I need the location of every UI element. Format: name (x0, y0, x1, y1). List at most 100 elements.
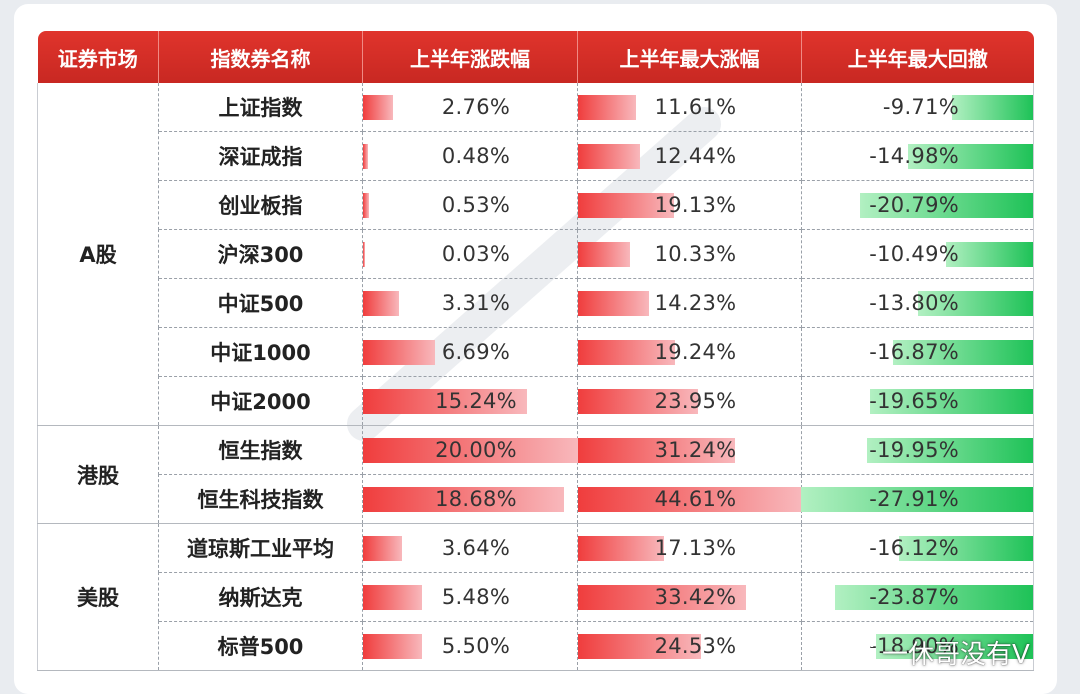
max-drawdown-bar (860, 193, 1033, 218)
max-gain-value: 23.95% (654, 389, 737, 413)
max-gain-value: 24.53% (654, 634, 737, 658)
change-bar (363, 340, 435, 365)
max-drawdown-bar (918, 291, 1033, 316)
max-drawdown-cell: -10.49% (801, 229, 1034, 279)
max-drawdown-value: -27.91% (869, 487, 959, 511)
max-drawdown-value: -14.98% (869, 144, 959, 168)
max-drawdown-cell: -16.87% (801, 327, 1034, 377)
change-value: 18.68% (435, 487, 517, 511)
weibo-handle: 一休哥没有V (882, 639, 1030, 670)
max-gain-value: 31.24% (654, 438, 737, 462)
change-bar (363, 487, 564, 512)
header-change: 上半年涨跌幅 (362, 31, 578, 83)
max-gain-bar (578, 193, 674, 218)
index-name-cell: 标普500 (158, 621, 363, 671)
change-cell: 18.68% (362, 474, 578, 524)
max-gain-bar (578, 389, 698, 414)
max-gain-cell: 33.42% (577, 572, 802, 622)
table-row: 中证500 3.31% 14.23% -13.80% (38, 278, 1034, 328)
change-bar (363, 144, 368, 169)
max-drawdown-cell: -16.12% (801, 523, 1034, 573)
header-max-gain: 上半年最大涨幅 (577, 31, 802, 83)
table-row: 创业板指 0.53% 19.13% -20.79% (38, 180, 1034, 230)
max-gain-cell: 24.53% (577, 621, 802, 671)
max-drawdown-cell: -19.95% (801, 425, 1034, 475)
max-drawdown-bar (899, 536, 1033, 561)
index-name-cell: 恒生指数 (158, 425, 363, 475)
table-row: 深证成指 0.48% 12.44% -14.98% (38, 131, 1034, 181)
change-bar (363, 634, 422, 659)
max-drawdown-bar (893, 340, 1033, 365)
change-value: 3.64% (441, 536, 511, 560)
max-gain-value: 19.24% (654, 340, 737, 364)
change-value: 15.24% (435, 389, 517, 413)
max-gain-bar (578, 340, 675, 365)
max-gain-bar (578, 95, 636, 120)
max-drawdown-value: -23.87% (869, 585, 959, 609)
change-value: 2.76% (441, 95, 511, 119)
table-row: 沪深300 0.03% 10.33% -10.49% (38, 229, 1034, 279)
table-row: 恒生科技指数 18.68% 44.61% -27.91% (38, 474, 1034, 524)
max-gain-bar (578, 487, 802, 512)
max-drawdown-cell: -20.79% (801, 180, 1034, 230)
change-bar (363, 438, 578, 463)
change-cell: 5.50% (362, 621, 578, 671)
max-gain-cell: 14.23% (577, 278, 802, 328)
max-gain-value: 19.13% (654, 193, 737, 217)
max-drawdown-value: -20.79% (869, 193, 959, 217)
table-row: 港股 恒生指数 20.00% 31.24% -19.95% (37, 425, 1034, 524)
table-row: 标普500 5.50% 24.53% -18.90% (38, 621, 1034, 671)
table-row: 美股 道琼斯工业平均 3.64% 17.13% -16.12% (37, 523, 1034, 671)
max-gain-bar (578, 438, 735, 463)
header-index-name: 指数券名称 (158, 31, 363, 83)
max-gain-cell: 19.24% (577, 327, 802, 377)
index-name-cell: 创业板指 (158, 180, 363, 230)
max-gain-cell: 11.61% (577, 83, 802, 132)
index-name-cell: 纳斯达克 (158, 572, 363, 622)
weibo-icon (840, 634, 876, 671)
table-row: 中证1000 6.69% 19.24% -16.87% (38, 327, 1034, 377)
change-cell: 5.48% (362, 572, 578, 622)
max-drawdown-cell: -19.65% (801, 376, 1034, 426)
index-name-cell: 中证500 (158, 278, 363, 328)
header-row: 证券市场 指数券名称 上半年涨跌幅 上半年最大涨幅 上半年最大回撤 (37, 31, 1034, 83)
max-gain-value: 10.33% (654, 242, 737, 266)
change-value: 0.48% (441, 144, 511, 168)
change-bar (363, 95, 393, 120)
max-drawdown-cell: -14.98% (801, 131, 1034, 181)
change-value: 0.53% (441, 193, 511, 217)
max-drawdown-value: -19.65% (869, 389, 959, 413)
change-bar (363, 242, 365, 267)
max-gain-cell: 19.13% (577, 180, 802, 230)
change-cell: 0.53% (362, 180, 578, 230)
max-gain-bar (578, 144, 640, 169)
change-value: 0.03% (441, 242, 511, 266)
max-drawdown-bar (801, 487, 1033, 512)
max-gain-value: 12.44% (654, 144, 737, 168)
max-gain-bar (578, 634, 701, 659)
max-drawdown-value: -19.95% (869, 438, 959, 462)
max-gain-value: 44.61% (654, 487, 737, 511)
change-cell: 2.76% (362, 83, 578, 132)
max-gain-cell: 44.61% (577, 474, 802, 524)
max-drawdown-cell: -18.90% (801, 621, 1034, 671)
max-drawdown-cell: -27.91% (801, 474, 1034, 524)
max-drawdown-cell: -23.87% (801, 572, 1034, 622)
change-bar (363, 193, 369, 218)
market-cell: 美股 (37, 523, 159, 671)
change-cell: 6.69% (362, 327, 578, 377)
weibo-watermark: 一休哥没有V (840, 632, 1030, 672)
change-value: 20.00% (435, 438, 517, 462)
max-drawdown-bar (867, 438, 1033, 463)
max-drawdown-value: -16.12% (869, 536, 959, 560)
change-bar (363, 389, 527, 414)
index-name-cell: 中证1000 (158, 327, 363, 377)
index-table: 证券市场 指数券名称 上半年涨跌幅 上半年最大涨幅 上半年最大回撤 A股 上证指数… (37, 31, 1034, 671)
market-cell: A股 (37, 83, 159, 426)
change-value: 5.48% (441, 585, 511, 609)
header-market: 证券市场 (37, 31, 159, 83)
max-drawdown-bar (952, 95, 1033, 120)
market-cell: 港股 (37, 425, 159, 524)
max-drawdown-value: -16.87% (869, 340, 959, 364)
max-gain-cell: 31.24% (577, 425, 802, 475)
